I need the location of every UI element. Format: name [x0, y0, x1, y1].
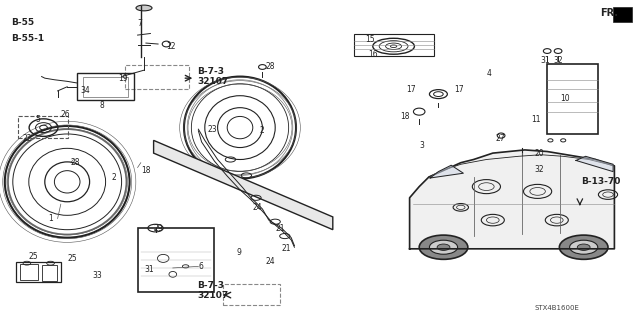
- Text: FR.: FR.: [600, 8, 618, 18]
- Bar: [18, 116, 68, 138]
- Text: 28: 28: [70, 158, 80, 167]
- Text: 29: 29: [154, 224, 163, 233]
- Text: 8: 8: [99, 101, 104, 110]
- Circle shape: [419, 235, 468, 259]
- Text: 16: 16: [368, 50, 378, 59]
- Text: 17: 17: [406, 85, 416, 94]
- Bar: [83, 77, 128, 97]
- Text: 15: 15: [365, 35, 374, 44]
- Text: 9: 9: [237, 248, 242, 256]
- Bar: [613, 7, 632, 22]
- Text: 7: 7: [138, 19, 143, 28]
- Text: 17: 17: [454, 85, 464, 94]
- Text: 21: 21: [282, 244, 291, 253]
- Text: 23: 23: [208, 125, 218, 134]
- Ellipse shape: [136, 5, 152, 11]
- Bar: [16, 262, 61, 282]
- Text: 22: 22: [22, 134, 32, 143]
- Text: 2: 2: [112, 173, 116, 182]
- Text: 25: 25: [29, 252, 38, 261]
- Polygon shape: [154, 140, 333, 230]
- Bar: [547, 64, 598, 134]
- Bar: [125, 65, 189, 89]
- Text: B-7-3: B-7-3: [197, 281, 224, 290]
- Bar: [20, 264, 38, 280]
- Text: 1: 1: [48, 214, 52, 223]
- Text: 24: 24: [253, 203, 262, 212]
- Text: 18: 18: [400, 112, 410, 121]
- Bar: [571, 187, 589, 204]
- Text: 10: 10: [560, 94, 570, 103]
- Text: 32: 32: [554, 56, 563, 65]
- Text: 25: 25: [67, 254, 77, 263]
- Circle shape: [429, 240, 458, 254]
- Text: 24: 24: [266, 257, 275, 266]
- Text: STX4B1600E: STX4B1600E: [534, 305, 579, 311]
- Text: 31: 31: [541, 56, 550, 65]
- Text: B-55-1: B-55-1: [12, 34, 45, 43]
- Text: 11: 11: [531, 115, 541, 124]
- Text: 28: 28: [266, 63, 275, 71]
- Text: 2: 2: [259, 126, 264, 135]
- Text: 27: 27: [496, 134, 506, 143]
- Bar: [138, 228, 214, 292]
- Bar: [223, 284, 280, 305]
- Circle shape: [577, 244, 590, 250]
- Text: 4: 4: [486, 69, 492, 78]
- Text: 33: 33: [93, 271, 102, 280]
- Polygon shape: [430, 165, 463, 178]
- Bar: [42, 265, 57, 281]
- Text: 20: 20: [534, 149, 544, 158]
- Text: 3: 3: [419, 141, 424, 150]
- Text: 26: 26: [61, 110, 70, 119]
- Text: 21: 21: [275, 224, 285, 233]
- Circle shape: [437, 244, 450, 250]
- Text: 31: 31: [144, 265, 154, 274]
- Text: 6: 6: [198, 262, 204, 271]
- Text: 19: 19: [118, 74, 128, 83]
- Text: 5: 5: [35, 115, 40, 124]
- Polygon shape: [410, 150, 614, 249]
- Polygon shape: [576, 156, 613, 172]
- Circle shape: [559, 235, 608, 259]
- Text: 18: 18: [141, 166, 150, 175]
- Text: 12: 12: [166, 42, 176, 51]
- Bar: [354, 34, 434, 56]
- Text: B-13-70: B-13-70: [581, 177, 621, 186]
- Text: 32107: 32107: [197, 77, 228, 86]
- Bar: [77, 73, 134, 100]
- Text: 32: 32: [534, 165, 544, 174]
- Text: B-55: B-55: [12, 18, 35, 27]
- Text: B-7-3: B-7-3: [197, 67, 224, 76]
- Text: 32107: 32107: [197, 291, 228, 300]
- Text: 34: 34: [80, 86, 90, 95]
- Circle shape: [570, 240, 598, 254]
